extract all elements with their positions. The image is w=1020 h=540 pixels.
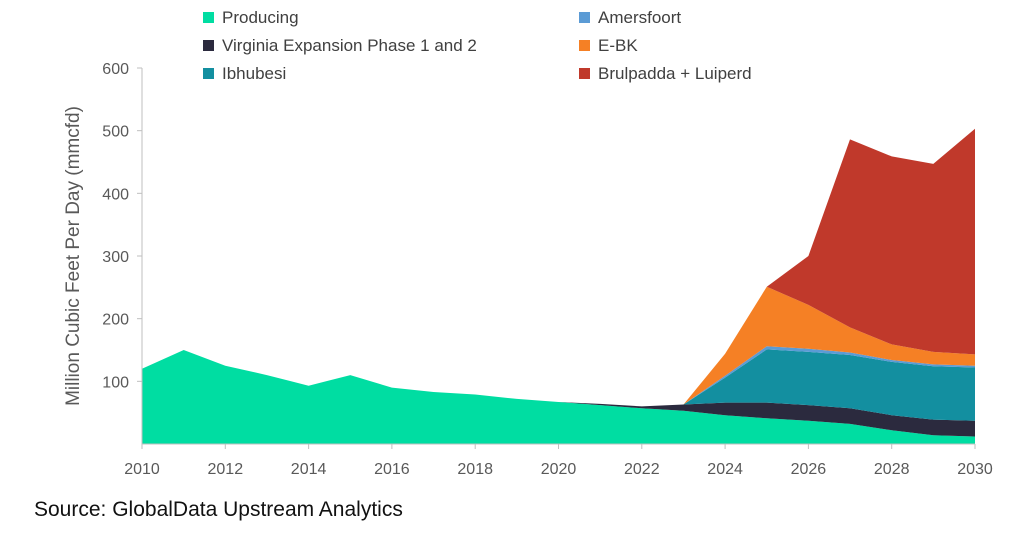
y-tick-label-400: 400 bbox=[102, 186, 129, 203]
x-tick-label-2016: 2016 bbox=[374, 461, 410, 478]
legend-item-e-bk: E-BK bbox=[579, 36, 638, 55]
area-brulpadda-luiperd bbox=[142, 128, 975, 407]
area-producing bbox=[142, 350, 975, 444]
legend-swatch bbox=[203, 40, 214, 51]
area-ibhubesi bbox=[142, 349, 975, 421]
y-tick-label-500: 500 bbox=[102, 124, 129, 141]
x-tick-label-2028: 2028 bbox=[874, 461, 910, 478]
x-tick-label-2024: 2024 bbox=[707, 461, 743, 478]
legend-label: Brulpadda + Luiperd bbox=[598, 64, 752, 83]
y-tick-label-200: 200 bbox=[102, 312, 129, 329]
legend-swatch bbox=[579, 12, 590, 23]
legend-item-amersfoort: Amersfoort bbox=[579, 8, 681, 27]
legend-swatch bbox=[203, 12, 214, 23]
area-e-bk bbox=[142, 286, 975, 407]
legend-label: Virginia Expansion Phase 1 and 2 bbox=[222, 36, 477, 55]
legend-item-ibhubesi: Ibhubesi bbox=[203, 64, 286, 83]
source-caption: Source: GlobalData Upstream Analytics bbox=[34, 498, 403, 521]
legend-label: Ibhubesi bbox=[222, 64, 286, 83]
legend-swatch bbox=[579, 40, 590, 51]
x-tick-label-2030: 2030 bbox=[957, 461, 993, 478]
y-tick-label-100: 100 bbox=[102, 374, 129, 391]
legend-label: Amersfoort bbox=[598, 8, 681, 27]
x-tick-label-2018: 2018 bbox=[457, 461, 493, 478]
y-axis-label: Million Cubic Feet Per Day (mmcfd) bbox=[63, 106, 84, 406]
x-tick-label-2026: 2026 bbox=[791, 461, 827, 478]
legend-item-brulpadda-luiperd: Brulpadda + Luiperd bbox=[579, 64, 752, 83]
legend-item-producing: Producing bbox=[203, 8, 299, 27]
legend-swatch bbox=[203, 68, 214, 79]
legend-item-virginia-expansion-phase-1-and-2: Virginia Expansion Phase 1 and 2 bbox=[203, 36, 477, 55]
legend-label: Producing bbox=[222, 8, 299, 27]
x-tick-label-2012: 2012 bbox=[208, 461, 244, 478]
x-tick-label-2010: 2010 bbox=[124, 461, 160, 478]
x-tick-label-2014: 2014 bbox=[291, 461, 327, 478]
y-tick-label-600: 600 bbox=[102, 61, 129, 78]
y-tick-label-300: 300 bbox=[102, 249, 129, 266]
legend-swatch bbox=[579, 68, 590, 79]
x-tick-label-2020: 2020 bbox=[541, 461, 577, 478]
x-tick-label-2022: 2022 bbox=[624, 461, 660, 478]
area-virginia-expansion-phase-1-and-2 bbox=[142, 350, 975, 437]
legend-label: E-BK bbox=[598, 36, 638, 55]
